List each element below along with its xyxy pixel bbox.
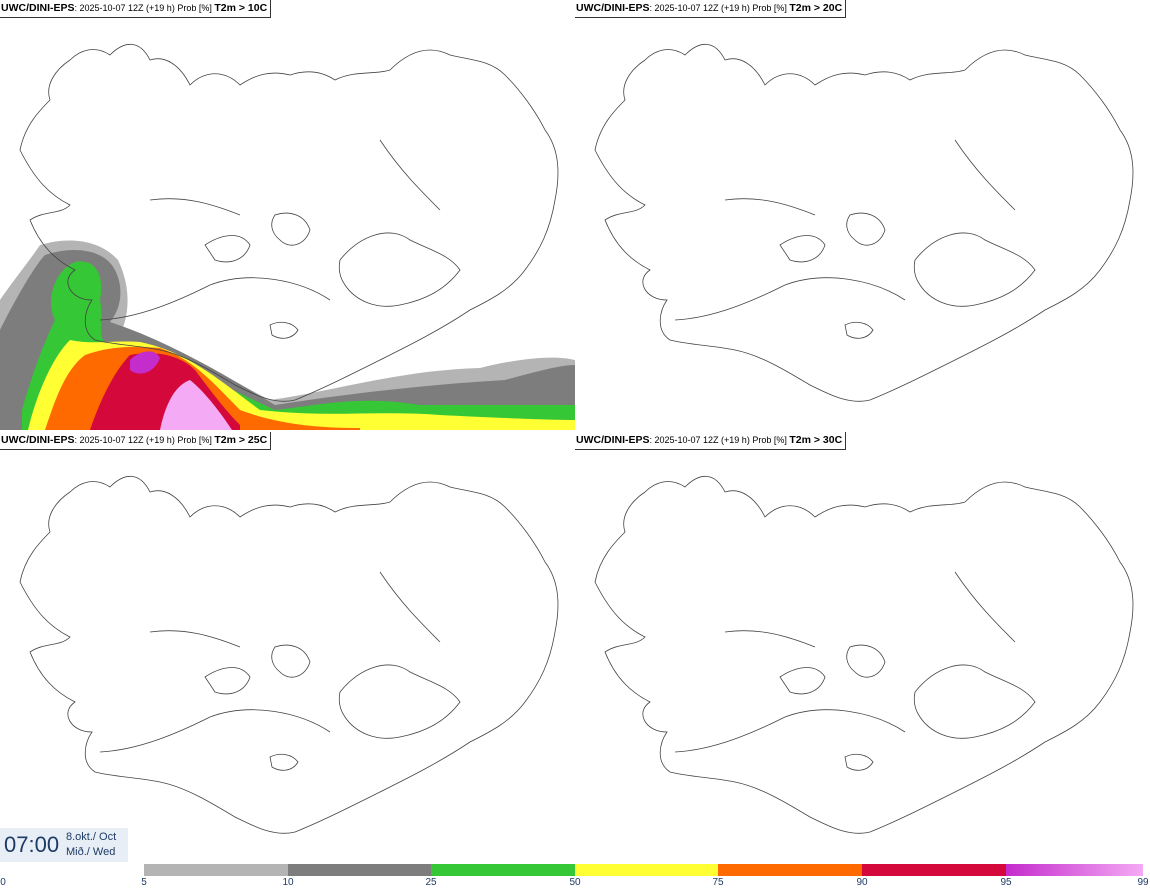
iceland-map [594,43,1134,402]
panel-title: UWC/DINI-EPS: 2025-10-07 12Z (+19 h) Pro… [575,0,847,18]
parameter-label: T2m > 20C [789,2,843,14]
iceland-coastline [19,475,559,834]
colorbar-segment [718,864,862,876]
model-name: UWC/DINI-EPS [576,434,650,446]
panel-title: UWC/DINI-EPS: 2025-10-07 12Z (+19 h) Pro… [0,0,272,18]
map-panel-t2m-30c: UWC/DINI-EPS: 2025-10-07 12Z (+19 h) Pro… [575,432,1150,862]
colorbar-segment [431,864,575,876]
panel-title: UWC/DINI-EPS: 2025-10-07 12Z (+19 h) Pro… [575,432,847,450]
map-panel-t2m-25c: UWC/DINI-EPS: 2025-10-07 12Z (+19 h) Pro… [0,432,575,862]
map-panel-t2m-20c: UWC/DINI-EPS: 2025-10-07 12Z (+19 h) Pro… [575,0,1150,430]
parameter-label: T2m > 25C [214,434,268,446]
colorbar-tick-label: 99 [1137,877,1149,888]
colorbar-segment [288,864,431,876]
colorbar-tick-label: 95 [1000,877,1012,888]
colorbar-tick-label: 5 [141,877,147,888]
colorbar-tick-label: 75 [712,877,724,888]
iceland-map [0,43,575,430]
colorbar-segment [575,864,718,876]
model-name: UWC/DINI-EPS [1,434,75,446]
colorbar-tick-label: 10 [282,877,294,888]
colorbar-tick-label: 25 [425,877,437,888]
valid-weekday: Mið./ Wed [66,846,116,858]
model-name: UWC/DINI-EPS [1,2,75,14]
run-info: : 2025-10-07 12Z (+19 h) Prob [%] [74,435,215,445]
iceland-coastline [19,43,559,402]
map-panel-t2m-10c: UWC/DINI-EPS: 2025-10-07 12Z (+19 h) Pro… [0,0,575,430]
parameter-label: T2m > 30C [789,434,843,446]
colorbar-tick-label: 50 [569,877,581,888]
colorbar-tick-label: 90 [856,877,868,888]
iceland-map [19,475,559,834]
iceland-map [594,475,1134,834]
run-info: : 2025-10-07 12Z (+19 h) Prob [%] [74,3,215,13]
run-info: : 2025-10-07 12Z (+19 h) Prob [%] [649,3,790,13]
parameter-label: T2m > 10C [214,2,268,14]
probability-field [0,240,575,430]
iceland-coastline [594,475,1134,834]
colorbar-segment [862,864,1006,876]
panel-title: UWC/DINI-EPS: 2025-10-07 12Z (+19 h) Pro… [0,432,272,450]
colorbar-segment [1006,864,1143,876]
iceland-coastline [594,43,1134,402]
valid-time-box: 07:00 8.okt./ Oct Mið./ Wed [0,828,128,862]
valid-time: 07:00 [4,832,60,857]
valid-date: 8.okt./ Oct [66,831,117,843]
run-info: : 2025-10-07 12Z (+19 h) Prob [%] [649,435,790,445]
colorbar-tick-label: 0 [0,877,6,888]
colorbar-segment [144,864,288,876]
model-name: UWC/DINI-EPS [576,2,650,14]
